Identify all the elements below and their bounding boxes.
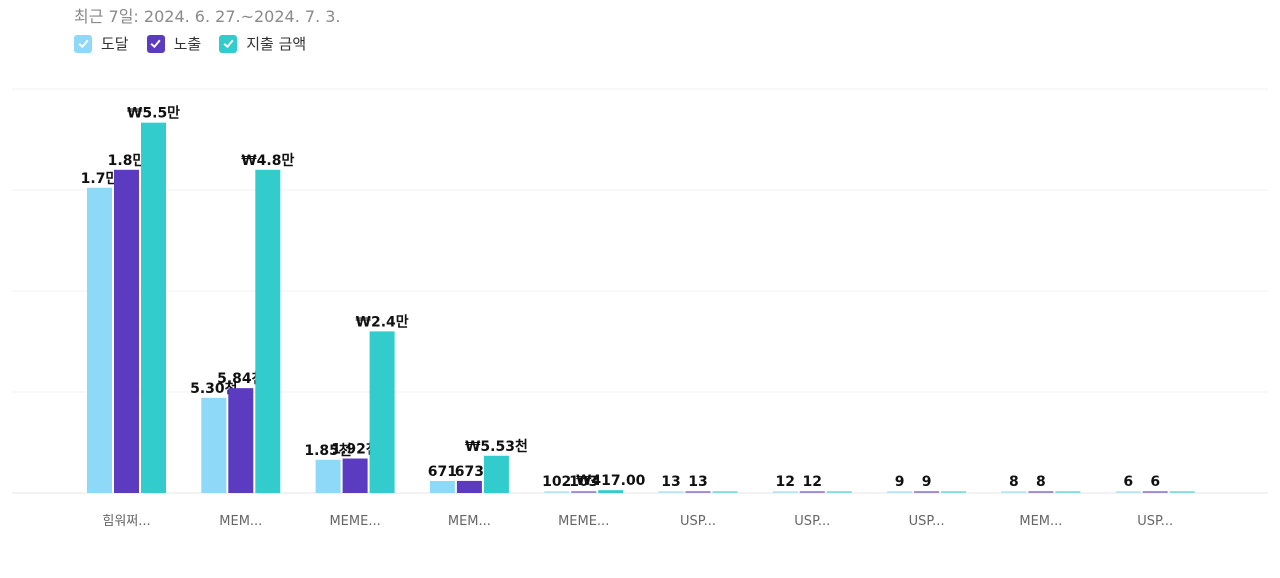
legend-item-impressions[interactable]: 노출	[146, 33, 202, 54]
data-label: 6	[1123, 474, 1133, 490]
data-label: 13	[661, 474, 680, 490]
data-label: 1.7만	[81, 171, 119, 187]
bar	[799, 491, 825, 493]
data-label: 1.92천	[331, 442, 378, 458]
x-tick-label: MEME...	[558, 514, 609, 529]
bar	[826, 491, 852, 493]
check-icon	[223, 39, 234, 49]
bar	[1001, 491, 1027, 493]
bar	[342, 458, 368, 493]
bar	[685, 491, 711, 493]
checkbox-reach[interactable]	[74, 34, 92, 53]
data-label: 8	[1009, 474, 1019, 490]
bar	[87, 187, 112, 493]
x-tick-label: USP...	[794, 514, 830, 529]
data-label: 671	[428, 464, 457, 480]
data-label: 9	[922, 474, 932, 490]
bar	[571, 491, 597, 493]
bar	[1142, 491, 1168, 493]
check-icon	[78, 39, 89, 49]
data-label: ₩417.00	[576, 473, 646, 489]
x-tick-label: USP...	[1137, 514, 1173, 529]
legend-label-impressions: 노출	[173, 35, 202, 53]
bar	[1115, 491, 1141, 493]
x-tick-label: MEM...	[448, 514, 491, 529]
data-label: 103	[569, 474, 598, 490]
data-label: 5.30천	[190, 381, 237, 397]
legend-item-spend[interactable]: 지출 금액	[219, 33, 306, 54]
bar	[544, 491, 570, 493]
bar	[712, 491, 738, 493]
data-label: 102	[542, 474, 571, 490]
checkbox-spend[interactable]	[219, 34, 238, 53]
bar	[456, 480, 482, 493]
bar	[369, 331, 395, 493]
bar	[429, 480, 455, 493]
bar	[887, 491, 913, 493]
bar	[941, 491, 967, 493]
bar	[114, 169, 139, 494]
bar	[1028, 491, 1054, 493]
x-tick-label: USP...	[909, 514, 945, 529]
bar	[658, 491, 684, 493]
data-label: 8	[1036, 474, 1046, 490]
data-label: ₩4.8만	[241, 153, 294, 169]
data-label: 6	[1150, 474, 1160, 490]
legend-item-reach[interactable]: 도달	[74, 33, 129, 54]
bar	[315, 459, 341, 493]
bar	[1055, 491, 1081, 493]
x-tick-label: MEM...	[219, 514, 262, 529]
bar	[1169, 491, 1195, 493]
bar	[228, 388, 254, 493]
bar	[772, 491, 798, 493]
bar	[914, 491, 940, 493]
data-label: ₩2.4만	[356, 314, 409, 330]
data-label: 1.85천	[304, 443, 351, 459]
legend-label-reach: 도달	[101, 35, 129, 53]
data-label: ₩5.5만	[127, 106, 180, 122]
data-label: ₩5.53천	[465, 439, 528, 455]
legend-label-spend: 지출 금액	[246, 35, 307, 53]
data-label: 9	[895, 474, 905, 490]
x-tick-label: 힘워쩌...	[102, 514, 150, 529]
data-label: 13	[688, 474, 707, 490]
subtitle: 최근 7일: 2024. 6. 27.~2024. 7. 3.	[74, 7, 341, 26]
x-tick-label: USP...	[680, 514, 716, 529]
bar	[201, 397, 227, 493]
data-label: 12	[803, 474, 822, 490]
bar	[483, 455, 509, 493]
data-label: 12	[776, 474, 795, 490]
legend: 도달 노출 지출 금액	[74, 33, 306, 54]
bar	[598, 490, 624, 493]
data-label: 5.84천	[217, 371, 264, 387]
check-icon	[150, 39, 161, 49]
bar	[255, 169, 281, 494]
data-label: 673	[455, 464, 484, 480]
data-label: 1.8만	[108, 153, 146, 169]
x-tick-label: MEME...	[329, 514, 380, 529]
x-tick-label: MEM...	[1019, 514, 1062, 529]
bar	[141, 122, 166, 493]
checkbox-impressions[interactable]	[146, 34, 165, 53]
